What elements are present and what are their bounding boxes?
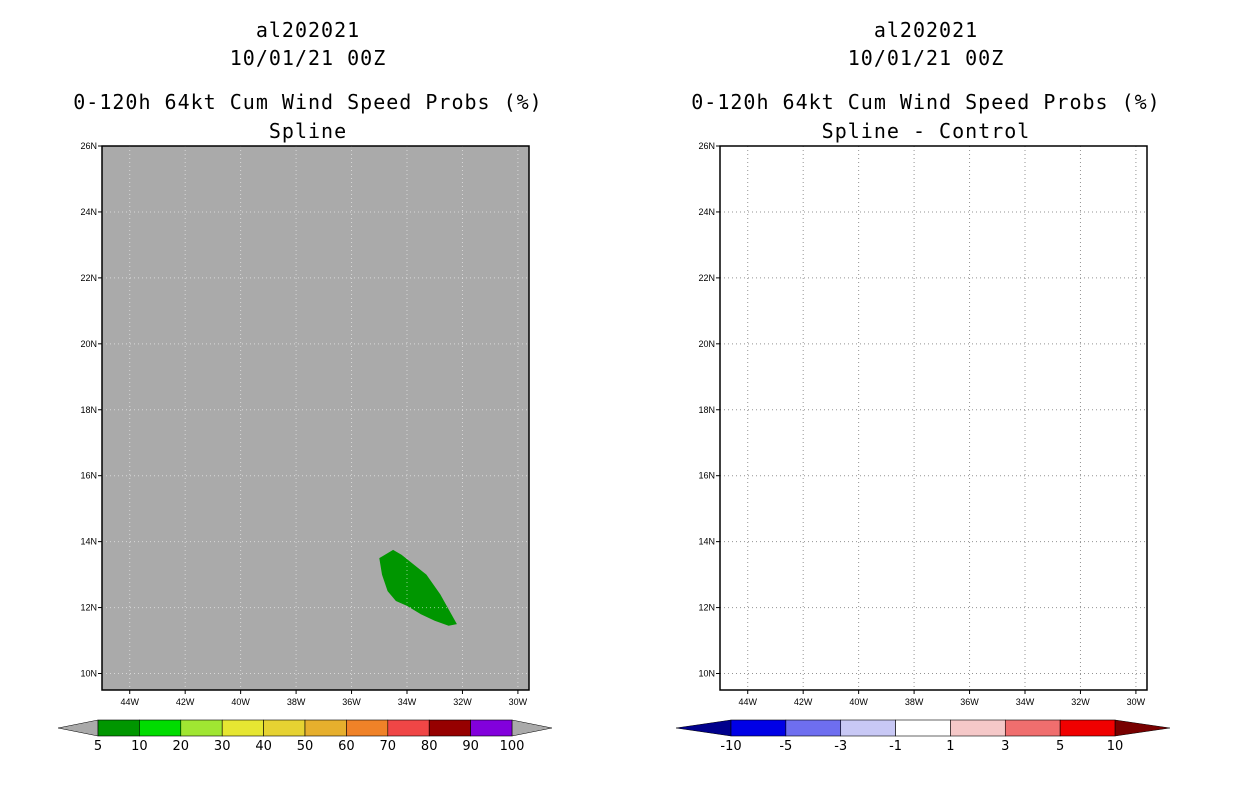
right-lon-tick-label: 30W bbox=[1127, 697, 1146, 707]
left-lat-tick-label: 16N bbox=[80, 471, 97, 481]
left-lon-tick-label: 44W bbox=[120, 697, 139, 707]
right-plot-border bbox=[719, 145, 1148, 691]
left-colorbar-label: 5 bbox=[94, 739, 102, 754]
left-colorbar-label: 70 bbox=[380, 739, 397, 754]
right-colorbar-label: 10 bbox=[1107, 739, 1124, 754]
left-colorbar-label: 100 bbox=[500, 739, 525, 754]
left-lat-tick-label: 22N bbox=[80, 273, 97, 283]
left-product-title: 0-120h 64kt Cum Wind Speed Probs (%) bbox=[73, 90, 543, 114]
left-colorbar-max-arrow bbox=[511, 719, 553, 737]
left-storm-id: al202021 bbox=[255, 18, 361, 42]
right-lat-tick-label: 18N bbox=[698, 405, 715, 415]
right-colorbar-max-arrow bbox=[1114, 719, 1171, 737]
left-colorbar-label: 90 bbox=[462, 739, 479, 754]
right-lon-tick-label: 34W bbox=[1016, 697, 1035, 707]
left-lon-tick-label: 34W bbox=[398, 697, 417, 707]
left-colorbar-segment bbox=[346, 719, 389, 737]
right-colorbar-label: -5 bbox=[779, 739, 792, 754]
right-colorbar-segment bbox=[785, 719, 842, 737]
right-colorbar-label: 1 bbox=[946, 739, 954, 754]
left-colorbar-segment bbox=[428, 719, 471, 737]
right-product-title: 0-120h 64kt Cum Wind Speed Probs (%) bbox=[691, 90, 1161, 114]
left-colorbar-segment bbox=[97, 719, 140, 737]
right-lon-tick-label: 44W bbox=[738, 697, 757, 707]
left-colorbar-label: 20 bbox=[173, 739, 190, 754]
right-colorbar-segment bbox=[895, 719, 951, 737]
right-colorbar-label: -10 bbox=[720, 739, 741, 754]
left-colorbar-label: 50 bbox=[297, 739, 314, 754]
left-plot-border bbox=[101, 145, 530, 691]
right-colorbar-label: 3 bbox=[1001, 739, 1009, 754]
left-lat-tick-label: 14N bbox=[80, 537, 97, 547]
left-colorbar-segment bbox=[263, 719, 306, 737]
left-lon-tick-label: 40W bbox=[231, 697, 250, 707]
right-lon-tick-label: 36W bbox=[960, 697, 979, 707]
left-lon-tick-label: 42W bbox=[176, 697, 195, 707]
right-storm-id: al202021 bbox=[873, 18, 979, 42]
right-lon-tick-label: 32W bbox=[1071, 697, 1090, 707]
left-plot-area bbox=[102, 146, 529, 690]
right-lat-tick-label: 24N bbox=[698, 207, 715, 217]
left-lon-tick-label: 32W bbox=[453, 697, 472, 707]
right-datetime: 10/01/21 00Z bbox=[847, 46, 1005, 70]
right-colorbar-segment bbox=[840, 719, 896, 737]
right-colorbar-segment bbox=[950, 719, 1006, 737]
right-lat-tick-label: 22N bbox=[698, 273, 715, 283]
left-variant-title: Spline bbox=[268, 119, 348, 143]
right-variant-title: Spline - Control bbox=[821, 119, 1031, 143]
right-lat-tick-label: 10N bbox=[698, 669, 715, 679]
right-lat-tick-label: 20N bbox=[698, 339, 715, 349]
right-colorbar-min-arrow bbox=[675, 719, 732, 737]
left-probability-area bbox=[379, 549, 457, 626]
right-colorbar-label: -1 bbox=[889, 739, 902, 754]
right-lon-tick-label: 40W bbox=[849, 697, 868, 707]
left-lat-tick-label: 12N bbox=[80, 603, 97, 613]
left-colorbar-segment bbox=[139, 719, 182, 737]
left-lat-tick-label: 26N bbox=[80, 141, 97, 151]
right-lon-tick-label: 38W bbox=[905, 697, 924, 707]
left-colorbar-label: 40 bbox=[255, 739, 272, 754]
left-colorbar-label: 80 bbox=[421, 739, 438, 754]
left-colorbar-segment bbox=[304, 719, 347, 737]
right-colorbar-segment bbox=[1004, 719, 1061, 737]
left-colorbar-label: 10 bbox=[131, 739, 148, 754]
left-colorbar-min-arrow bbox=[57, 719, 99, 737]
left-colorbar-segment bbox=[180, 719, 223, 737]
left-lat-tick-label: 10N bbox=[80, 669, 97, 679]
left-colorbar-label: 60 bbox=[338, 739, 355, 754]
right-lat-tick-label: 12N bbox=[698, 603, 715, 613]
left-lon-tick-label: 38W bbox=[287, 697, 306, 707]
right-lat-tick-label: 26N bbox=[698, 141, 715, 151]
right-colorbar-label: 5 bbox=[1056, 739, 1064, 754]
left-colorbar-segment bbox=[470, 719, 513, 737]
right-colorbar-label: -3 bbox=[834, 739, 847, 754]
right-colorbar-segment bbox=[730, 719, 787, 737]
left-lon-tick-label: 36W bbox=[342, 697, 361, 707]
left-colorbar-label: 30 bbox=[214, 739, 231, 754]
right-lat-tick-label: 16N bbox=[698, 471, 715, 481]
right-lat-tick-label: 14N bbox=[698, 537, 715, 547]
right-plot-area bbox=[720, 146, 1147, 690]
left-lat-tick-label: 20N bbox=[80, 339, 97, 349]
right-colorbar-segment bbox=[1059, 719, 1116, 737]
left-lat-tick-label: 18N bbox=[80, 405, 97, 415]
left-datetime: 10/01/21 00Z bbox=[229, 46, 387, 70]
left-colorbar-segment bbox=[221, 719, 264, 737]
right-lon-tick-label: 42W bbox=[794, 697, 813, 707]
left-colorbar-segment bbox=[387, 719, 430, 737]
left-lat-tick-label: 24N bbox=[80, 207, 97, 217]
left-lon-tick-label: 30W bbox=[509, 697, 528, 707]
